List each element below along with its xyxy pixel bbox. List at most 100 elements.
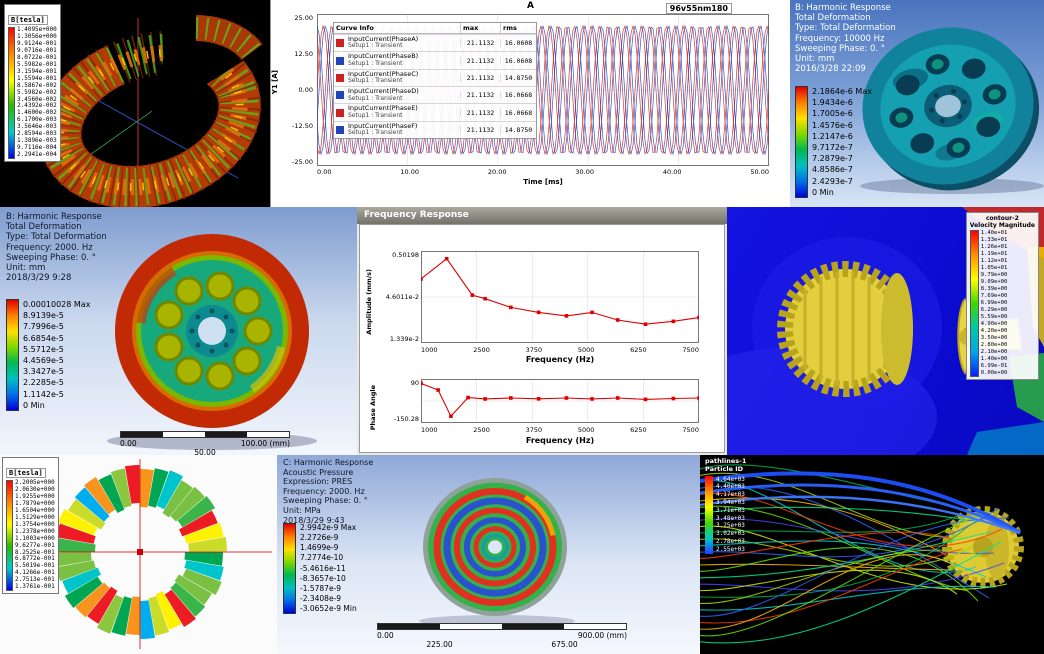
legend-value: 1.7879e+000 <box>15 499 55 507</box>
curve-row: InputCurrent(PhaseC) Setup1 : Transient … <box>334 68 536 86</box>
deformation-legend-values: 0.00010028 Max 8.9139e-5 7.7996e-5 6.6854e-… <box>23 299 90 411</box>
legend-value: -3.0652e-9 Min <box>300 604 357 613</box>
particle-legend-subtitle: Particle ID <box>705 464 744 473</box>
legend-value: 3.3427e-5 <box>23 367 64 377</box>
scale-ruler-bar <box>377 623 627 630</box>
legend-value: 9.7172e-7 <box>812 142 853 152</box>
legend-value: 2.1864e-6 Max <box>812 87 872 96</box>
legend-value: 1.26e+01 <box>980 244 1008 251</box>
scale-ruler: 0.00 900.00 (mm) 225.00 675.00 <box>377 623 627 650</box>
legend-value: 4.17e+03 <box>716 491 745 499</box>
legend-value: 0 Min <box>23 400 45 410</box>
curve-name: InputCurrent(PhaseF) <box>348 121 418 130</box>
y-tick: 90 <box>410 379 419 387</box>
legend-value: 1.7005e-6 <box>812 109 853 119</box>
legend-value: -5.4616e-11 <box>300 563 346 573</box>
legend-value: 7.2879e-7 <box>812 154 853 164</box>
legend-value: 3.94e+03 <box>716 498 745 506</box>
analysis-header-line: Acoustic Pressure <box>283 467 354 477</box>
legend-value: 9.9124e-001 <box>17 39 57 47</box>
curve-info-header-row: Curve Info max rms <box>334 23 536 34</box>
velocity-legend: contour-2 Velocity Magnitude 1.40e+01 1.3… <box>965 212 1039 381</box>
b-field-legend-title: B[tesla] <box>8 15 48 25</box>
x-tick: 3750 <box>525 426 543 434</box>
torus-field-render <box>35 0 270 207</box>
x-tick: 40.00 <box>662 168 682 176</box>
curve-name: InputCurrent(PhaseE) <box>348 104 418 113</box>
legend-value: 2.8594e-003 <box>17 130 57 138</box>
analysis-header-line: C: Harmonic Response <box>283 458 374 467</box>
legend-value: 6.99e-01 <box>980 363 1008 370</box>
curve-setup: Setup1 : Transient <box>348 77 403 85</box>
b-field-colorbar <box>8 27 15 160</box>
legend-value: 6.6854e-5 <box>23 333 64 343</box>
frequency-response-window: Frequency Response Amplitude (mm/s) 0.50… <box>357 207 727 455</box>
x-tick: 7500 <box>682 346 699 354</box>
analysis-header-line: Unit: MPa <box>283 505 321 515</box>
stator-ring-render <box>6 459 272 649</box>
legend-value: 8.2525e-001 <box>15 548 55 556</box>
legend-value: 9.09e+00 <box>980 279 1008 286</box>
plot-corner-label: A <box>527 1 534 11</box>
b-field-legend-values: 1.4095e+000 1.3056e+000 9.9124e-001 9.0716e… <box>17 26 57 159</box>
plot-title: 96v55nm180 <box>665 3 732 14</box>
curve-max-value: 21.1132 <box>460 91 500 100</box>
legend-value: 5.5712e-5 <box>23 344 64 354</box>
analysis-header-line: 2016/3/28 22:09 <box>795 64 866 75</box>
y-tick: 0.50198 <box>392 251 419 259</box>
x-axis-label: Time [ms] <box>523 178 563 186</box>
legend-value: 0.00010028 Max <box>23 300 91 309</box>
legend-value: 2.7513e-001 <box>15 576 55 584</box>
analysis-header-line: Frequency: 2000. Hz <box>283 486 365 496</box>
particle-id-legend: pathlines-1 Particle ID 4.64e+03 4.40e+03… <box>705 457 747 554</box>
legend-value: 1.05e+01 <box>980 265 1008 272</box>
analysis-header-line: Expression: PRES <box>283 477 353 487</box>
analysis-header-line: Sweeping Phase: 0. ° <box>795 43 886 54</box>
curve-swatch <box>336 91 344 100</box>
x-tick: 1000 <box>421 346 438 354</box>
legend-value: 1.19e+01 <box>980 251 1008 258</box>
transient-currents-panel: A 96v55nm180 Y1 [A] 25.00 12.50 0.00 -12.50… <box>270 0 790 207</box>
legend-value: 1.40e+01 <box>980 230 1008 237</box>
analysis-header-line: B: Harmonic Response <box>795 3 891 13</box>
pressure-legend: 2.9942e-9 Max 2.2726e-9 1.4699e-9 7.2774e-1… <box>283 523 357 615</box>
legend-value: 2.10e+00 <box>980 349 1008 356</box>
curve-rms-value: 14.8750 <box>500 125 536 134</box>
legend-value: 1.9255e+000 <box>15 492 55 500</box>
legend-value: 3.50e+00 <box>980 335 1008 342</box>
curve-rms-value: 16.0608 <box>500 56 536 65</box>
legend-value: 3.1594e-001 <box>17 67 57 75</box>
curve-max-value: 21.1132 <box>460 56 500 65</box>
curve-rms-value: 16.0668 <box>500 91 536 100</box>
legend-value: 6.99e+00 <box>980 300 1008 307</box>
legend-value: 9.79e+00 <box>980 272 1008 279</box>
y-axis-label: Y1 [A] <box>271 70 279 95</box>
legend-value: 4.4569e-5 <box>23 355 64 365</box>
window-titlebar[interactable]: Frequency Response <box>357 207 727 224</box>
velocity-legend-values: 1.40e+01 1.33e+01 1.26e+01 1.19e+01 1.12e+01… <box>981 230 1008 377</box>
analysis-header-line: Sweeping Phase: 0. ° <box>283 496 368 506</box>
analysis-header-line: Type: Total Deformation <box>6 232 107 243</box>
legend-value: 1.2378e+000 <box>15 527 55 535</box>
x-tick: 7500 <box>682 426 699 434</box>
curve-swatch <box>336 73 344 82</box>
legend-value: 2.2005e+000 <box>15 479 55 486</box>
legend-value: 8.39e+00 <box>980 286 1008 293</box>
legend-value: 4.1266e-001 <box>15 569 55 577</box>
legend-value: 1.4699e-9 <box>300 543 339 553</box>
y-axis-ticks: 25.00 12.50 0.00 -12.50 -25.00 <box>279 14 313 166</box>
analysis-header-line: Total Deformation <box>795 13 871 24</box>
b-field-legend: B[tesla] 2.2005e+000 2.0630e+000 1.9255e+0… <box>2 457 59 595</box>
ruler-q3: 675.00 <box>551 640 578 649</box>
legend-value: 1.5594e-001 <box>17 74 57 82</box>
flywheel-10000-render <box>860 27 1044 194</box>
analysis-header-line: Unit: mm <box>795 53 835 64</box>
harmonic-response-2000-panel: B: Harmonic Response Total Deformation Typ… <box>0 207 357 455</box>
acoustic-disc-render <box>419 477 575 627</box>
legend-value: 4.8586e-7 <box>812 165 853 175</box>
curve-rms-value: 16.0668 <box>500 108 536 117</box>
curve-name-cell: InputCurrent(PhaseA) Setup1 : Transient <box>346 35 460 51</box>
legend-value: 6.1700e-003 <box>17 116 57 124</box>
x-tick: 0.00 <box>317 168 332 176</box>
particle-legend-title: pathlines-1 <box>705 457 747 465</box>
